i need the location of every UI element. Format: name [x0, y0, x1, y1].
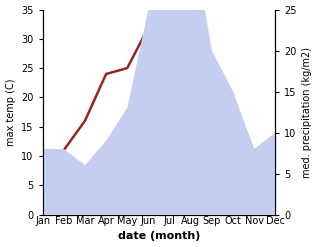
Y-axis label: max temp (C): max temp (C) [5, 78, 16, 146]
X-axis label: date (month): date (month) [118, 231, 200, 242]
Y-axis label: med. precipitation (kg/m2): med. precipitation (kg/m2) [302, 46, 313, 178]
